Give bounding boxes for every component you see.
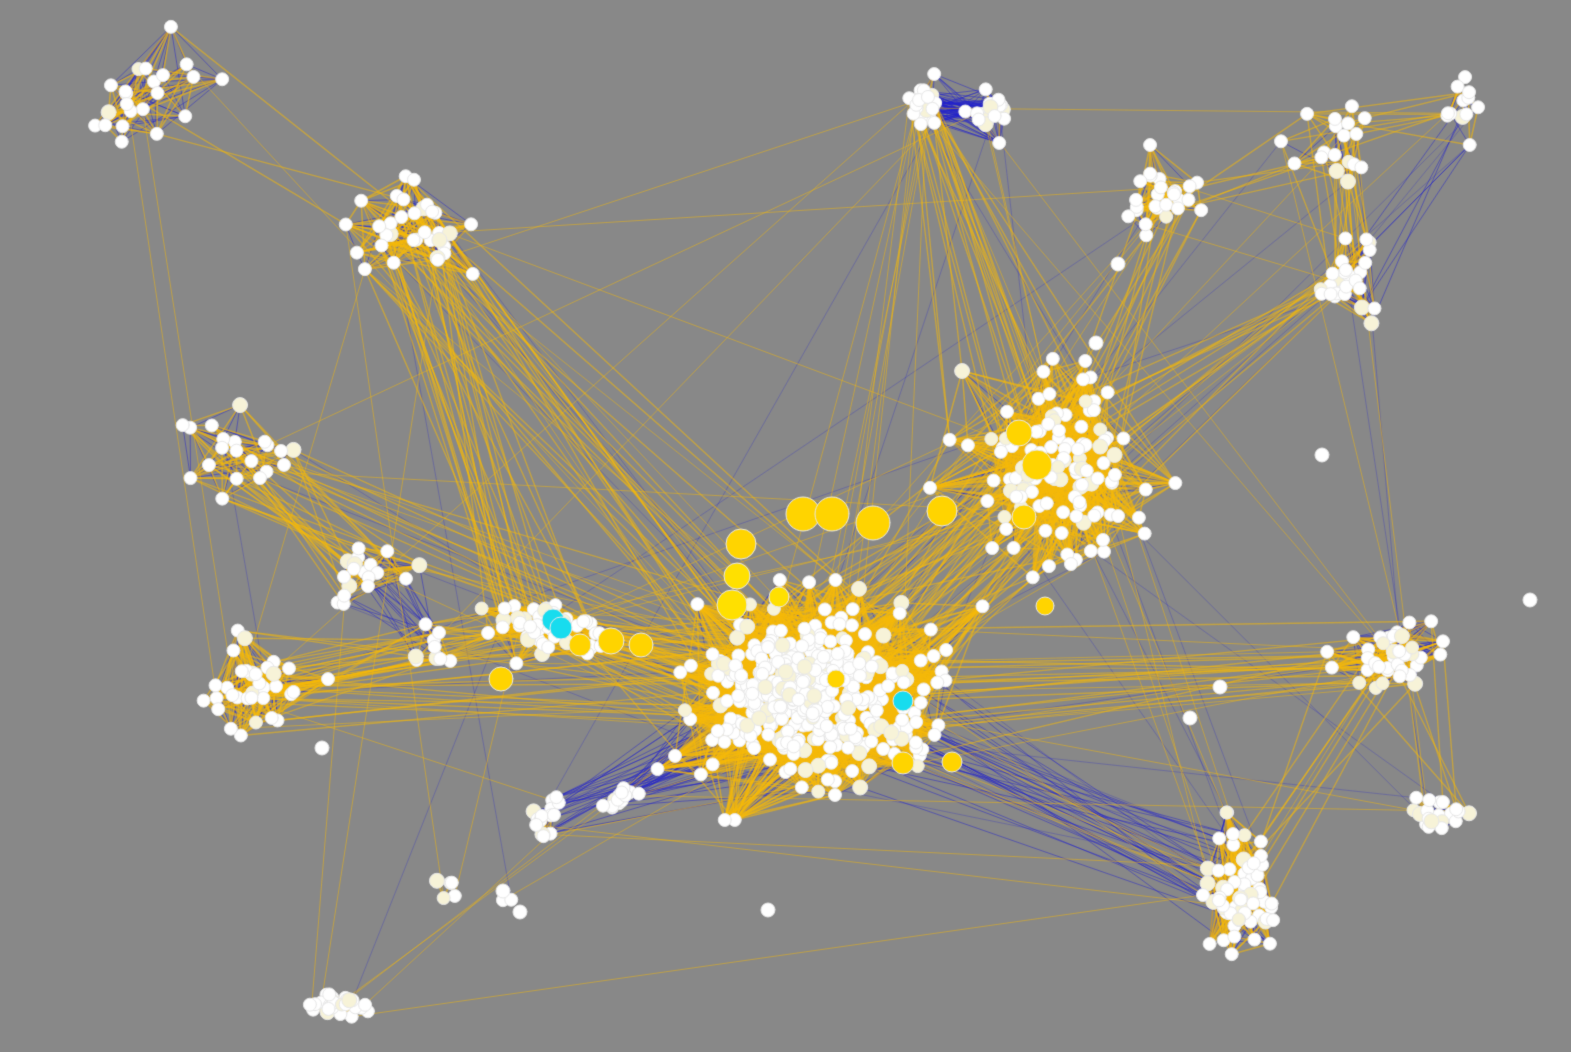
network-graph-visualization[interactable]: Network Graph Visualization (0, 0, 1571, 1052)
network-graph-canvas[interactable] (0, 0, 1571, 1052)
